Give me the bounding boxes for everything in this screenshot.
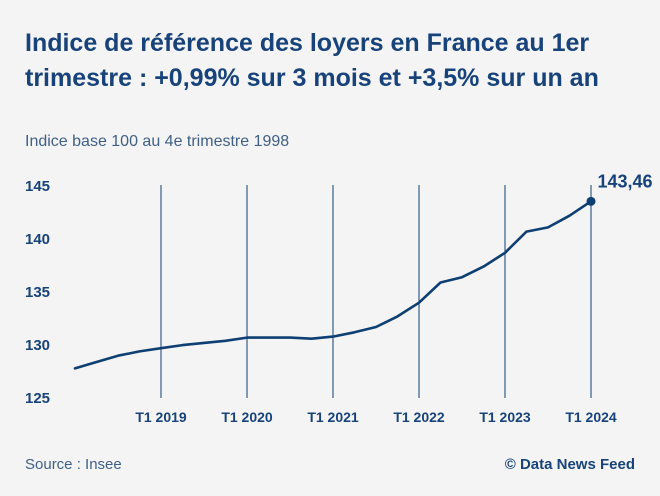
x-tick-label: T1 2019 [135,409,187,425]
x-tick-label: T1 2020 [221,409,273,425]
series-line [73,200,593,370]
chart-title: Indice de référence des loyers en France… [25,29,599,92]
x-tick-label: T1 2023 [479,409,531,425]
x-tick-label: T1 2024 [565,409,617,425]
x-tick-label: T1 2021 [307,409,359,425]
chart-subtitle: Indice base 100 au 4e trimestre 1998 [25,133,290,150]
copyright-credit: © Data News Feed [504,456,635,473]
end-point-marker [586,196,596,206]
end-value-label: 143,46 [597,171,652,191]
y-tick-label: 130 [25,337,50,354]
y-tick-label: 145 [25,178,50,195]
source-note: Source : Insee [25,456,122,473]
y-tick-label: 135 [25,284,50,301]
x-tick-label: T1 2022 [393,409,445,425]
y-tick-label: 125 [25,390,50,407]
y-tick-label: 140 [25,231,50,248]
